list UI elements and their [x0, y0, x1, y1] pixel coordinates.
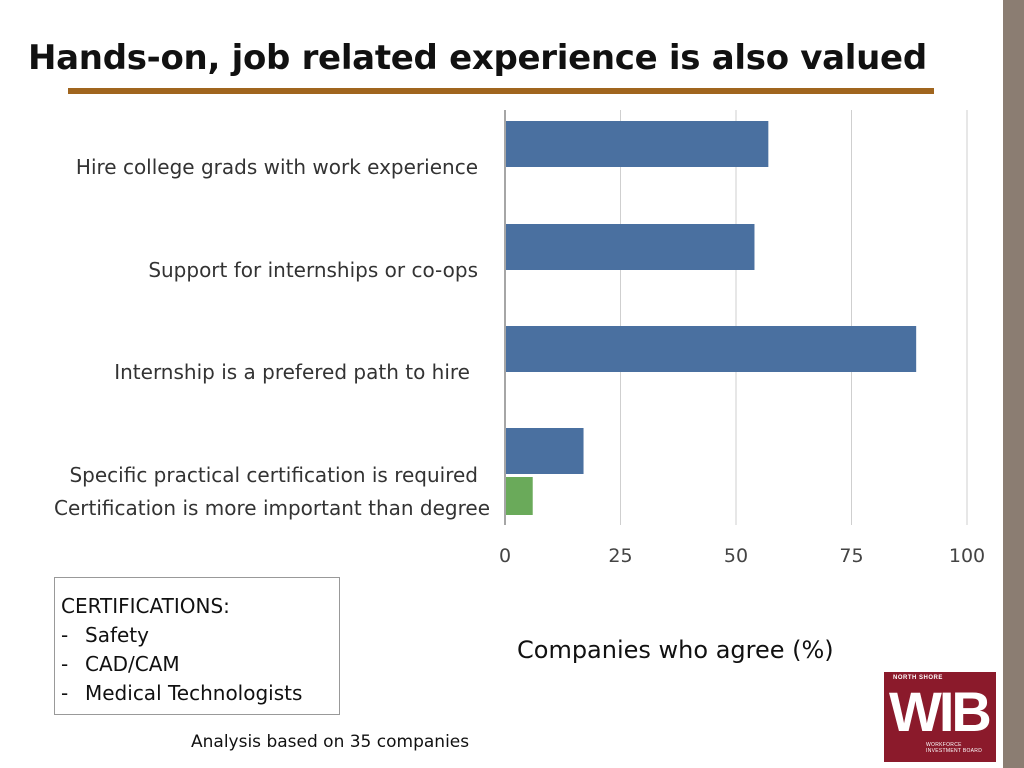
x-tick-label: 75	[839, 545, 863, 567]
category-label: Specific practical certification is requ…	[69, 463, 478, 487]
certification-item: - Medical Technologists	[61, 681, 303, 705]
logo-bottom-text: WORKFORCE INVESTMENT BOARD	[926, 742, 983, 754]
wib-logo: NORTH SHORE WIB WORKFORCE INVESTMENT BOA…	[884, 672, 996, 762]
category-label: Internship is a prefered path to hire	[114, 360, 470, 384]
certification-item: - Safety	[61, 623, 149, 647]
right-edge-strip	[1003, 0, 1024, 768]
category-label: Certification is more important than deg…	[54, 496, 490, 520]
bar-chart: 0 25 50 75 100 Hire college grads with work e…	[54, 110, 985, 567]
bar	[506, 477, 533, 515]
bar	[506, 121, 769, 167]
logo-top-text: NORTH SHORE	[893, 675, 943, 681]
footnote: Analysis based on 35 companies	[191, 732, 470, 752]
title-underline	[68, 88, 934, 94]
bar	[506, 428, 584, 474]
logo-main-text: WIB	[889, 680, 992, 743]
x-tick-label: 25	[608, 545, 632, 567]
x-tick-label: 100	[949, 545, 985, 567]
x-tick-label: 0	[499, 545, 511, 567]
x-axis-caption: Companies who agree (%)	[517, 636, 834, 664]
x-tick-label: 50	[724, 545, 748, 567]
bar	[506, 326, 917, 372]
category-label: Support for internships or co-ops	[148, 258, 478, 282]
certifications-heading: CERTIFICATIONS:	[61, 594, 230, 618]
slide-title: Hands-on, job related experience is also…	[28, 38, 927, 78]
certification-item: - CAD/CAM	[61, 652, 180, 676]
category-label: Hire college grads with work experience	[76, 155, 478, 179]
certifications-box: CERTIFICATIONS: - Safety - CAD/CAM - Medica…	[54, 577, 340, 715]
bar	[506, 224, 755, 270]
